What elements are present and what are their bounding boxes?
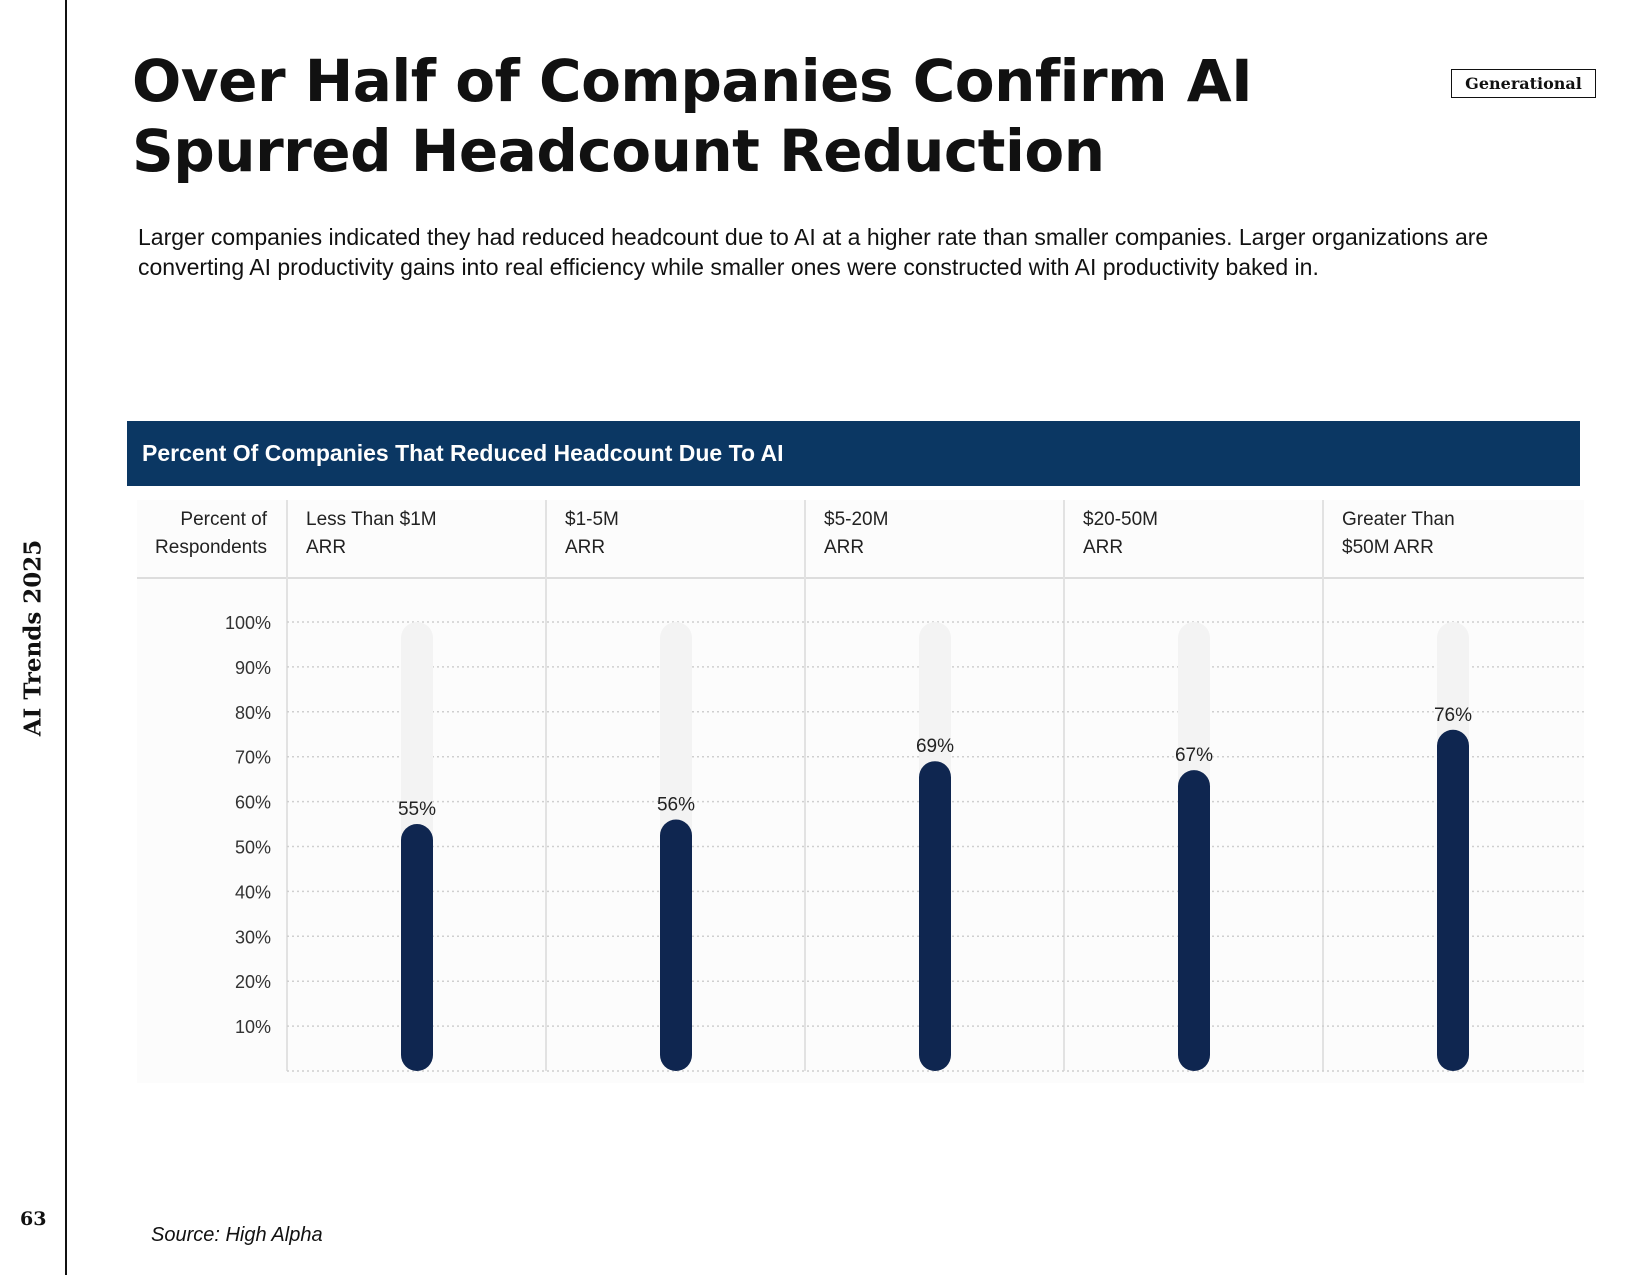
chart-panel xyxy=(137,500,1584,1083)
source-note: Source: High Alpha xyxy=(151,1224,323,1246)
y-tick-label: 60% xyxy=(235,793,271,813)
category-label: $50M ARR xyxy=(1342,537,1434,558)
chart-title: Percent Of Companies That Reduced Headco… xyxy=(127,421,1580,486)
category-label: $20-50M xyxy=(1083,509,1158,530)
category-label: ARR xyxy=(824,537,864,558)
value-label: 55% xyxy=(398,799,436,820)
page-number: 63 xyxy=(20,1208,47,1230)
bar xyxy=(1437,729,1469,1071)
y-tick-label: 10% xyxy=(235,1017,271,1037)
bar xyxy=(1178,770,1210,1071)
page-title: Over Half of Companies Confirm AI Spurre… xyxy=(132,47,1253,185)
y-axis-label: Percent of xyxy=(180,509,267,530)
y-tick-label: 100% xyxy=(225,613,271,633)
category-label: ARR xyxy=(1083,537,1123,558)
value-label: 69% xyxy=(916,736,954,757)
bar xyxy=(401,824,433,1071)
value-label: 56% xyxy=(657,795,695,816)
y-tick-label: 80% xyxy=(235,703,271,723)
y-axis-label: Respondents xyxy=(155,537,267,558)
y-tick-label: 30% xyxy=(235,927,271,947)
value-label: 76% xyxy=(1434,705,1472,726)
category-label: $5-20M xyxy=(824,509,888,530)
y-tick-label: 70% xyxy=(235,748,271,768)
category-label: Less Than $1M xyxy=(306,509,437,530)
y-tick-label: 50% xyxy=(235,838,271,858)
y-tick-label: 20% xyxy=(235,972,271,992)
y-tick-label: 40% xyxy=(235,882,271,902)
intro-paragraph: Larger companies indicated they had redu… xyxy=(138,224,1489,280)
category-label: Greater Than xyxy=(1342,509,1455,530)
brand-badge: Generational xyxy=(1451,69,1596,98)
category-label: $1-5M xyxy=(565,509,619,530)
value-label: 67% xyxy=(1175,745,1213,766)
bar xyxy=(919,761,951,1071)
y-tick-label: 90% xyxy=(235,658,271,678)
category-label: ARR xyxy=(565,537,605,558)
category-label: ARR xyxy=(306,537,346,558)
side-rule xyxy=(65,0,67,1275)
bar xyxy=(660,819,692,1071)
